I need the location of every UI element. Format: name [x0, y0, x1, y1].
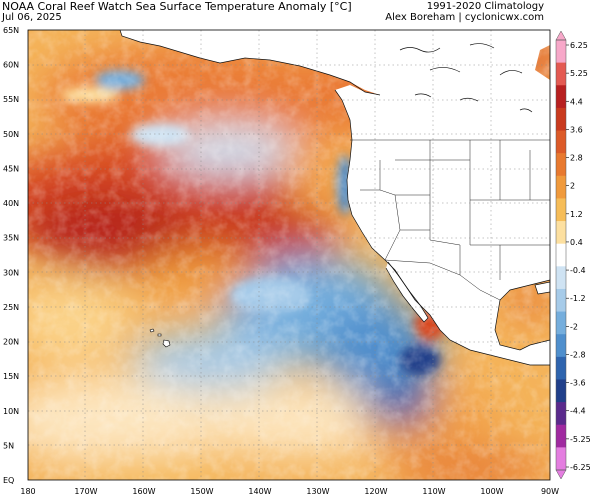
colorbar-segment — [556, 62, 566, 86]
latitude-label: 30N — [3, 268, 19, 277]
latitude-label: 35N — [3, 234, 19, 243]
colorbar-tick-label: -3.6 — [570, 379, 586, 388]
colorbar-segment — [556, 311, 566, 335]
longitude-label: 130W — [306, 487, 329, 496]
colorbar-segment — [556, 266, 566, 290]
credit-label: Alex Boreham | cyclonicwx.com — [385, 12, 544, 23]
latitude-label: 40N — [3, 199, 19, 208]
colorbar-tick-label: -1.2 — [570, 294, 586, 303]
longitude-label: 100W — [480, 487, 503, 496]
colorbar-tick-label: 4.4 — [570, 97, 583, 106]
colorbar-segment — [556, 379, 566, 403]
map-title: NOAA Coral Reef Watch Sea Surface Temper… — [2, 0, 352, 13]
colorbar-tick-label: -0.4 — [570, 266, 586, 275]
latitude-label: 20N — [3, 338, 19, 347]
latitude-label: 65N — [3, 26, 19, 35]
colorbar-segment — [556, 243, 566, 267]
colorbar-segment — [556, 175, 566, 199]
colorbar: 6.25 5.25 4.4 3.6 2.8 2 1.2 0.4 -0.4 -1.2 -2 -2.8 -3… — [555, 30, 590, 480]
colorbar-segment — [556, 424, 566, 448]
colorbar-segment — [556, 356, 566, 380]
map-date: Jul 06, 2025 — [2, 12, 62, 23]
longitude-label: 120W — [364, 487, 387, 496]
longitude-labels: 180 170W 160W 150W 140W 130W 120W 110W 100W 90W — [20, 487, 559, 496]
longitude-label: 160W — [132, 487, 155, 496]
longitude-label: 180 — [20, 487, 35, 496]
colorbar-tick-label: 1.2 — [570, 210, 583, 219]
colorbar-segment — [556, 221, 566, 245]
colorbar-tick-label: 2 — [570, 182, 575, 191]
baja-peninsula — [386, 262, 428, 322]
colorbar-segment — [556, 334, 566, 358]
latitude-label: 50N — [3, 130, 19, 139]
colorbar-min-arrow — [555, 469, 567, 480]
longitude-label: 170W — [74, 487, 97, 496]
header-left: NOAA Coral Reef Watch Sea Surface Temper… — [2, 1, 352, 23]
latitude-label: 45N — [3, 164, 19, 173]
coastlines — [119, 30, 550, 366]
header-right: 1991-2020 Climatology Alex Boreham | cyc… — [385, 1, 544, 23]
colorbar-max-arrow — [555, 30, 567, 41]
colorbar-segment — [556, 107, 566, 132]
colorbar-frame — [555, 39, 567, 471]
political-borders — [350, 139, 550, 301]
colorbar-tick-label: 2.8 — [570, 154, 583, 163]
colorbar-tick-label: 3.6 — [570, 125, 583, 134]
colorbar-segment — [556, 130, 566, 154]
colorbar-segment — [556, 198, 566, 222]
latitude-label: 5N — [3, 441, 14, 450]
map-frame — [27, 29, 551, 481]
colorbar-tick-label: -2.8 — [570, 350, 586, 359]
colorbar-tick-label: 5.25 — [570, 69, 588, 78]
cuba-land — [535, 282, 550, 294]
latitude-labels: 65N 60N 55N 50N 45N 40N 35N 30N 25N 20N 15N 10N 5N EQ — [3, 26, 19, 485]
latitude-label: 55N — [3, 95, 19, 104]
colorbar-segment — [556, 288, 566, 313]
latitude-label: 25N — [3, 303, 19, 312]
graticule — [28, 30, 550, 480]
map-field — [28, 30, 550, 480]
colorbar-segment — [556, 153, 566, 177]
alaska-land — [120, 30, 380, 95]
colorbar-tick-label: -4.4 — [570, 407, 586, 416]
hawaii-land — [149, 328, 171, 348]
latitude-label: 10N — [3, 407, 19, 416]
longitude-label: 150W — [190, 487, 213, 496]
colorbar-tick-label: 6.25 — [570, 41, 588, 50]
colorbar-segment — [556, 40, 566, 64]
climatology-label: 1991-2020 Climatology — [426, 1, 544, 12]
latitude-label: 15N — [3, 372, 19, 381]
colorbar-tick-label: -6.25 — [570, 463, 590, 472]
longitude-label: 110W — [422, 487, 445, 496]
longitude-label: 90W — [541, 487, 559, 496]
colorbar-segment — [556, 85, 566, 109]
north-america-land — [335, 30, 550, 365]
latitude-label: EQ — [3, 476, 14, 485]
latitude-label: 60N — [3, 61, 19, 70]
colorbar-tick-label: -2 — [570, 322, 578, 331]
colorbar-tick-label: -5.25 — [570, 435, 590, 444]
colorbar-segment — [556, 447, 566, 471]
longitude-label: 140W — [248, 487, 271, 496]
colorbar-tick-label: 0.4 — [570, 238, 583, 247]
colorbar-segment — [556, 402, 566, 426]
